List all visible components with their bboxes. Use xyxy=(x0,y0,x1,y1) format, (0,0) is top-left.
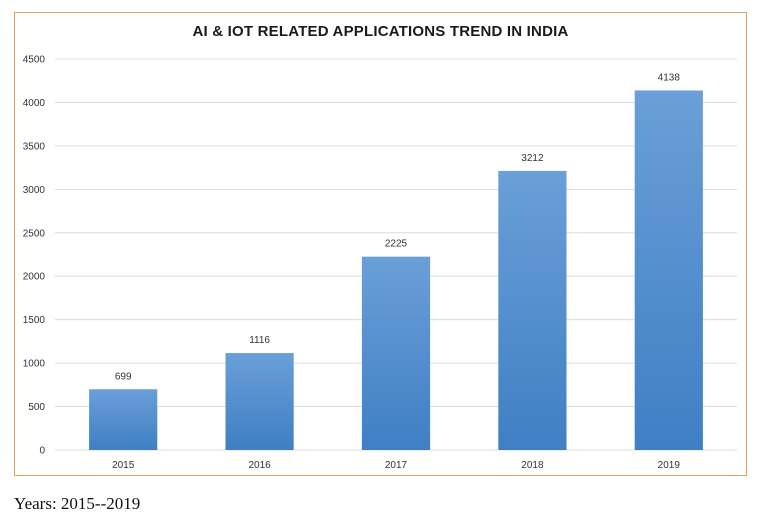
bar-2017 xyxy=(361,256,431,450)
data-label: 2225 xyxy=(385,239,408,250)
y-tick-label: 0 xyxy=(39,446,45,457)
x-tick-label: 2019 xyxy=(658,460,681,471)
y-tick-label: 2500 xyxy=(23,228,46,239)
bar-chart: 0 500 1000 1500 2000 2500 3000 3500 4000 4500 201… xyxy=(23,55,737,471)
bars xyxy=(89,90,703,450)
y-tick-label: 1000 xyxy=(23,359,46,370)
y-tick-label: 3500 xyxy=(23,141,46,152)
data-label: 699 xyxy=(115,371,132,382)
x-tick-label: 2015 xyxy=(112,460,135,471)
bar-2015 xyxy=(89,389,158,450)
y-tick-label: 4500 xyxy=(23,55,46,66)
chart-frame: AI & IOT RELATED APPLICATIONS TREND IN I… xyxy=(14,12,747,476)
bar-2018 xyxy=(498,170,567,450)
y-axis-ticks: 0 500 1000 1500 2000 2500 3000 3500 4000 4500 xyxy=(23,55,46,457)
y-tick-label: 500 xyxy=(28,402,45,413)
y-tick-label: 2000 xyxy=(23,272,46,283)
figure-caption: Years: 2015--2019 xyxy=(14,494,141,513)
bar-2016 xyxy=(225,353,294,450)
x-tick-label: 2016 xyxy=(248,460,271,471)
y-tick-label: 3000 xyxy=(23,185,46,196)
chart-title: AI & IOT RELATED APPLICATIONS TREND IN I… xyxy=(192,23,569,40)
data-label: 1116 xyxy=(249,335,270,346)
y-tick-label: 4000 xyxy=(23,98,46,109)
x-axis-labels: 2015 2016 2017 2018 2019 xyxy=(112,460,680,471)
data-labels: 699 1116 2225 3212 4138 xyxy=(115,72,681,382)
data-label: 4138 xyxy=(658,72,681,83)
x-tick-label: 2018 xyxy=(521,460,544,471)
y-tick-label: 1500 xyxy=(23,315,46,326)
bar-2019 xyxy=(634,90,703,450)
x-tick-label: 2017 xyxy=(385,460,408,471)
data-label: 3212 xyxy=(521,153,544,164)
